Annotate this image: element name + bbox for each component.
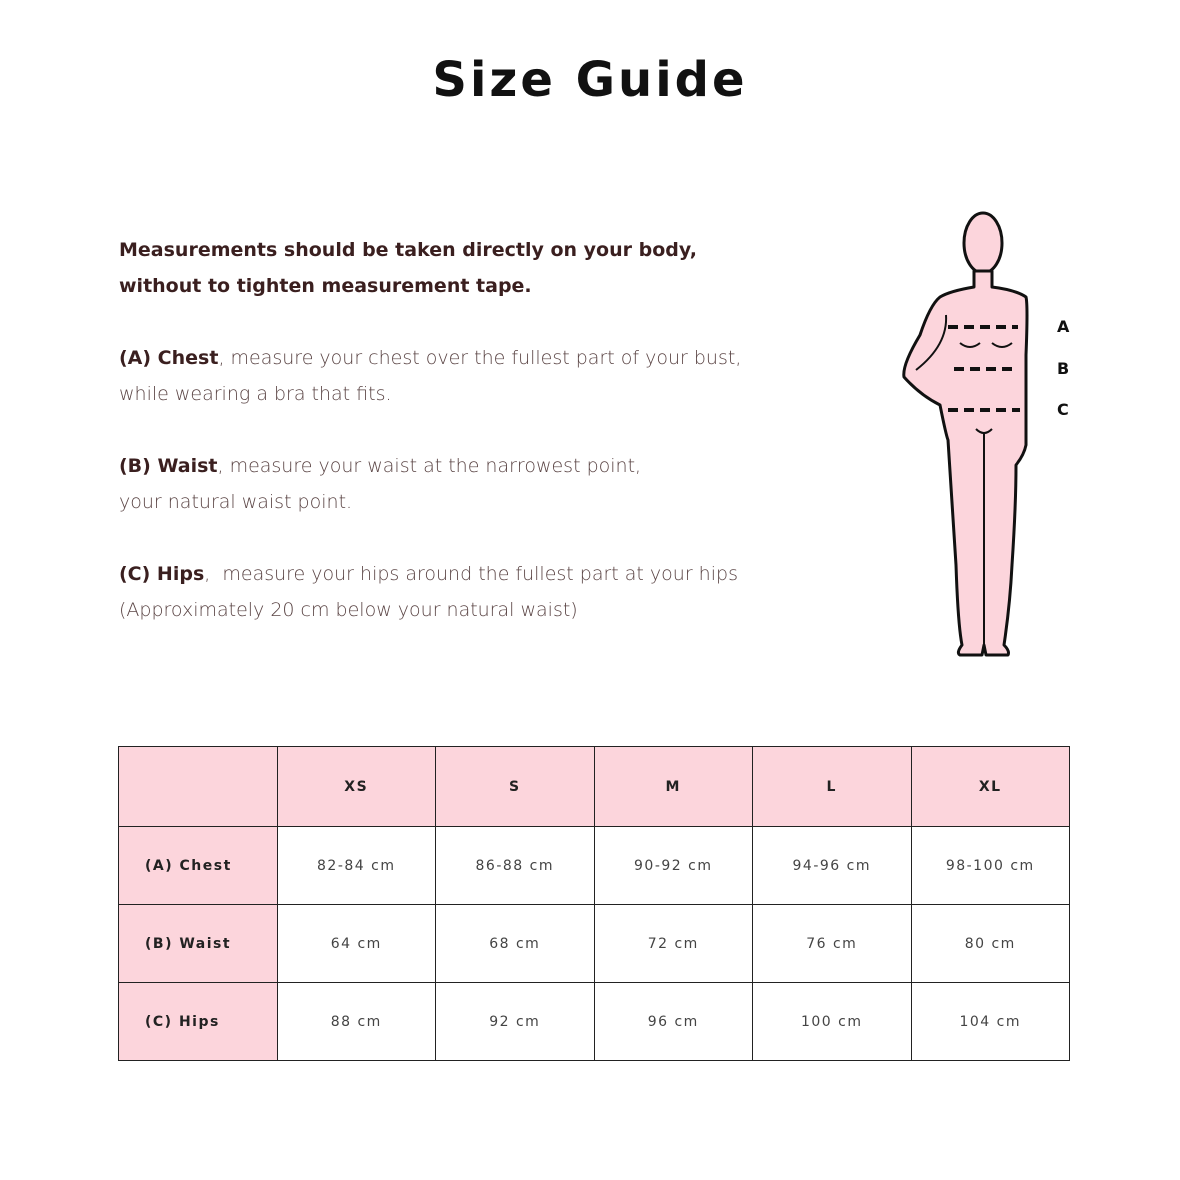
table-row: (B) Waist 64 cm 68 cm 72 cm 76 cm 80 cm xyxy=(118,904,1070,983)
table-cell: 86-88 cm xyxy=(435,826,595,905)
table-header: XS xyxy=(276,746,436,827)
instruction-waist: (B) Waist, measure your waist at the nar… xyxy=(119,448,839,520)
page-title: Size Guide xyxy=(432,52,748,108)
table-header: M xyxy=(593,746,753,827)
lead-line: without to tighten measurement tape. xyxy=(119,275,532,297)
table-cell: 96 cm xyxy=(593,982,753,1061)
size-table: XS S M L XL (A) Chest 82-84 cm 86-88 cm … xyxy=(118,746,1070,1061)
body-figure-illustration xyxy=(902,211,1029,657)
instruction-chest: (A) Chest, measure your chest over the f… xyxy=(119,340,839,412)
row-label: (C) Hips xyxy=(118,982,278,1061)
lead-line: Measurements should be taken directly on… xyxy=(119,239,697,261)
instruction-text: your natural waist point. xyxy=(119,491,353,513)
table-header: L xyxy=(752,746,912,827)
instruction-hips: (C) Hips, measure your hips around the f… xyxy=(119,556,839,628)
instruction-label: (A) Chest xyxy=(119,347,219,369)
instruction-text: , measure your chest over the fullest pa… xyxy=(218,347,742,369)
table-cell: 90-92 cm xyxy=(593,826,753,905)
figure-detail xyxy=(975,428,993,434)
instruction-text: while wearing a bra that fits. xyxy=(119,383,392,405)
table-cell: 82-84 cm xyxy=(276,826,436,905)
table-header: XL xyxy=(910,746,1070,827)
row-label: (B) Waist xyxy=(118,904,278,983)
table-row: (C) Hips 88 cm 92 cm 96 cm 100 cm 104 cm xyxy=(118,982,1070,1061)
figure-label-a: A xyxy=(1057,317,1070,336)
instructions: Measurements should be taken directly on… xyxy=(119,232,839,664)
table-cell: 72 cm xyxy=(593,904,753,983)
table-cell: 76 cm xyxy=(752,904,912,983)
table-cell: 92 cm xyxy=(435,982,595,1061)
table-cell: 64 cm xyxy=(276,904,436,983)
figure-body xyxy=(902,269,1029,657)
intro-lead: Measurements should be taken directly on… xyxy=(119,232,839,304)
table-header-row: XS S M L XL xyxy=(118,746,1070,827)
table-row: (A) Chest 82-84 cm 86-88 cm 90-92 cm 94-… xyxy=(118,826,1070,905)
instruction-text: , measure your waist at the narrowest po… xyxy=(217,455,642,477)
instruction-text: (Approximately 20 cm below your natural … xyxy=(119,599,578,621)
table-header-empty xyxy=(118,746,278,827)
table-cell: 98-100 cm xyxy=(910,826,1070,905)
figure-head xyxy=(962,211,1004,275)
instruction-label: (B) Waist xyxy=(119,455,218,477)
instruction-text: , measure your hips around the fullest p… xyxy=(204,563,738,585)
figure-label-c: C xyxy=(1057,400,1069,419)
figure-detail xyxy=(959,342,1013,348)
table-cell: 104 cm xyxy=(910,982,1070,1061)
table-cell: 80 cm xyxy=(910,904,1070,983)
figure-arm-line xyxy=(915,314,948,371)
table-cell: 88 cm xyxy=(276,982,436,1061)
figure-label-b: B xyxy=(1057,359,1070,378)
table-cell: 94-96 cm xyxy=(752,826,912,905)
instruction-label: (C) Hips xyxy=(119,563,205,585)
table-cell: 100 cm xyxy=(752,982,912,1061)
table-header: S xyxy=(435,746,595,827)
row-label: (A) Chest xyxy=(118,826,278,905)
table-cell: 68 cm xyxy=(435,904,595,983)
